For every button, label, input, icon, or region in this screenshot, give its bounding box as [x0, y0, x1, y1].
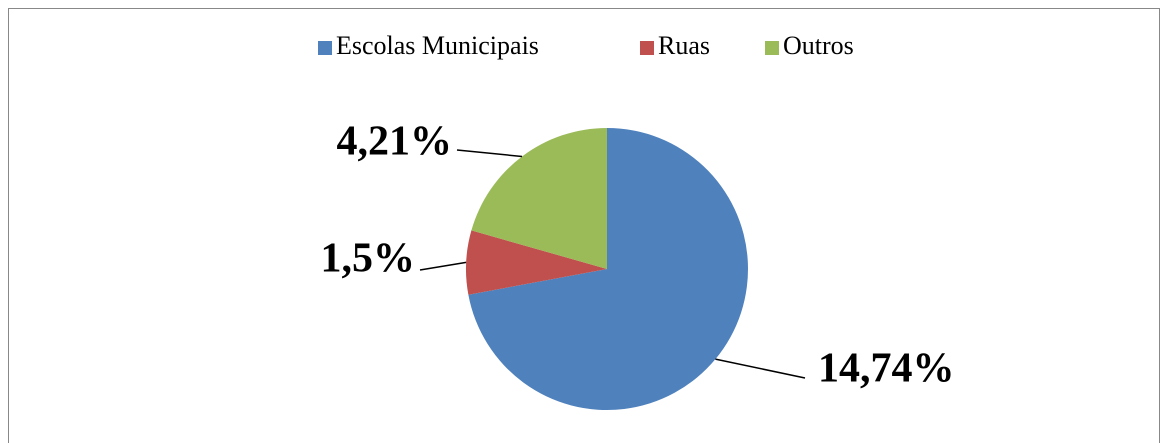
leader-line [715, 358, 806, 379]
leader-line [419, 261, 467, 271]
legend-text: Outros [783, 31, 854, 60]
value-label: 4,21% [337, 119, 453, 165]
leader-line [456, 149, 523, 158]
legend-swatch [640, 41, 654, 55]
pie-slice [468, 128, 748, 410]
value-label: 1,5% [321, 236, 416, 282]
legend-swatch [318, 41, 332, 55]
legend-swatch [765, 41, 779, 55]
pie-slice [466, 230, 607, 295]
legend-text: Ruas [658, 31, 710, 60]
legend-text: Escolas Municipais [336, 31, 539, 60]
pie-slice [471, 128, 607, 269]
value-label: 14,74% [818, 346, 955, 392]
